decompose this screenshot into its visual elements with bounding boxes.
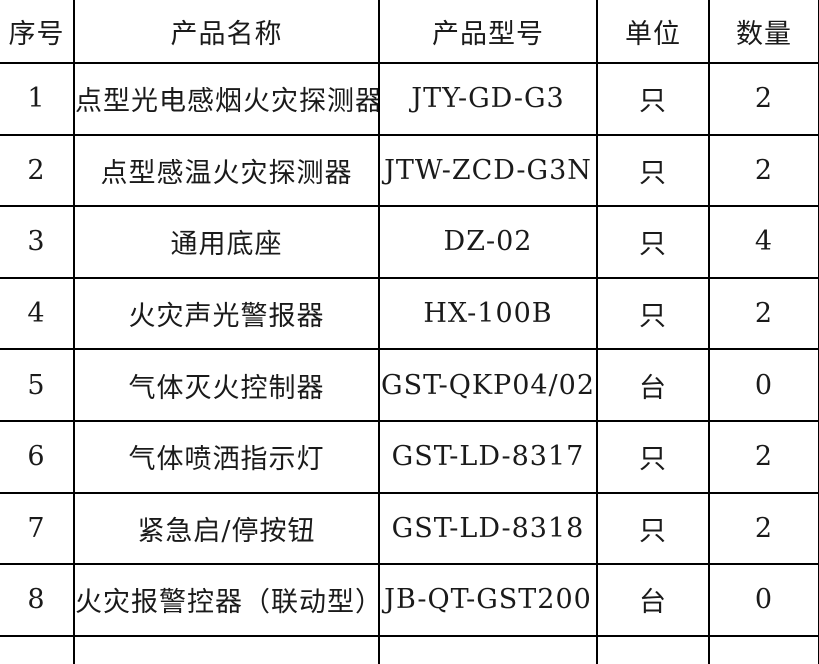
unit-cell: 台 xyxy=(596,348,710,422)
product-model-cell: DZ-02 xyxy=(378,205,598,279)
product-model-cell: GST-QKP04/02 xyxy=(378,348,598,422)
serial-number-cell: 7 xyxy=(0,491,75,566)
unit-cell: 台 xyxy=(596,563,710,637)
serial-number-cell: 3 xyxy=(0,205,75,279)
serial-number-cell: 2 xyxy=(0,133,75,208)
table-row-partial xyxy=(0,634,819,664)
product-model-cell: JTY-GD-G3 xyxy=(378,62,598,136)
quantity-cell xyxy=(708,634,819,664)
product-model-cell: GST-LD-8317 xyxy=(378,419,598,494)
header-product-name: 产品名称 xyxy=(73,0,380,64)
header-unit: 单位 xyxy=(596,0,710,64)
product-name-cell: 点型感温火灾探测器 xyxy=(73,133,380,208)
quantity-cell: 2 xyxy=(708,491,819,566)
unit-cell xyxy=(596,634,710,664)
unit-cell: 只 xyxy=(596,276,710,351)
product-name-cell: 气体灭火控制器 xyxy=(73,348,380,422)
product-model-cell: JTW-ZCD-G3N xyxy=(378,133,598,208)
serial-number-cell: 4 xyxy=(0,276,75,351)
table-row: 8 火灾报警控器（联动型） JB-QT-GST200 台 0 xyxy=(0,563,819,637)
serial-number-cell: 1 xyxy=(0,62,75,136)
quantity-cell: 4 xyxy=(708,205,819,279)
product-name-cell: 紧急启/停按钮 xyxy=(73,491,380,566)
product-name-cell: 火灾报警控器（联动型） xyxy=(73,563,380,637)
product-name-cell xyxy=(73,634,380,664)
table-row: 4 火灾声光警报器 HX-100B 只 2 xyxy=(0,276,819,351)
product-name-cell: 气体喷洒指示灯 xyxy=(73,419,380,494)
unit-cell: 只 xyxy=(596,491,710,566)
unit-cell: 只 xyxy=(596,419,710,494)
unit-cell: 只 xyxy=(596,133,710,208)
product-model-cell: HX-100B xyxy=(378,276,598,351)
quantity-cell: 0 xyxy=(708,563,819,637)
unit-cell: 只 xyxy=(596,205,710,279)
table-row: 1 点型光电感烟火灾探测器 JTY-GD-G3 只 2 xyxy=(0,62,819,136)
serial-number-cell xyxy=(0,634,75,664)
serial-number-cell: 8 xyxy=(0,563,75,637)
table-row: 2 点型感温火灾探测器 JTW-ZCD-G3N 只 2 xyxy=(0,133,819,208)
quantity-cell: 2 xyxy=(708,62,819,136)
quantity-cell: 2 xyxy=(708,276,819,351)
serial-number-cell: 5 xyxy=(0,348,75,422)
product-model-cell: JB-QT-GST200 xyxy=(378,563,598,637)
quantity-cell: 2 xyxy=(708,133,819,208)
header-serial-number: 序号 xyxy=(0,0,75,64)
table-row: 6 气体喷洒指示灯 GST-LD-8317 只 2 xyxy=(0,419,819,494)
quantity-cell: 2 xyxy=(708,419,819,494)
table-row: 5 气体灭火控制器 GST-QKP04/02 台 0 xyxy=(0,348,819,422)
unit-cell: 只 xyxy=(596,62,710,136)
header-quantity: 数量 xyxy=(708,0,819,64)
table-row: 3 通用底座 DZ-02 只 4 xyxy=(0,205,819,279)
serial-number-cell: 6 xyxy=(0,419,75,494)
product-name-cell: 通用底座 xyxy=(73,205,380,279)
product-model-cell: GST-LD-8318 xyxy=(378,491,598,566)
table-header-row: 序号 产品名称 产品型号 单位 数量 xyxy=(0,0,819,64)
product-name-cell: 火灾声光警报器 xyxy=(73,276,380,351)
header-product-model: 产品型号 xyxy=(378,0,598,64)
quantity-cell: 0 xyxy=(708,348,819,422)
product-name-cell: 点型光电感烟火灾探测器 xyxy=(73,62,380,136)
product-model-cell xyxy=(378,634,598,664)
table-row: 7 紧急启/停按钮 GST-LD-8318 只 2 xyxy=(0,491,819,566)
